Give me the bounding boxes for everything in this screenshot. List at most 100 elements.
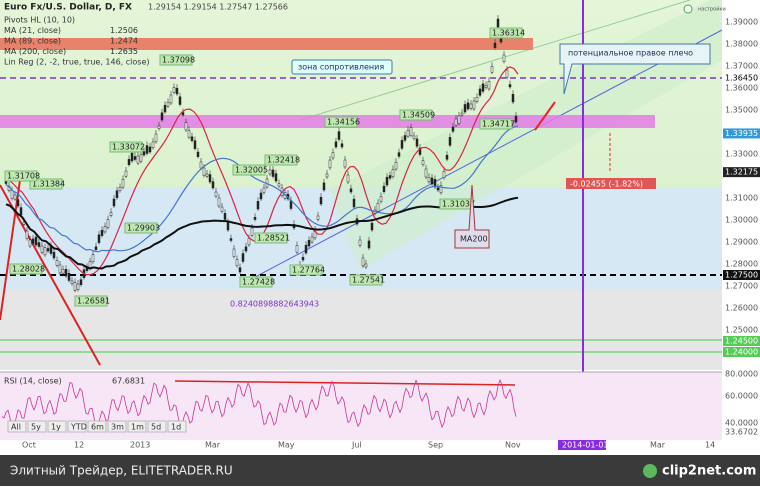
candle [178,96,182,105]
range-label[interactable]: 6m [91,423,104,432]
price-marker [723,73,760,84]
candle [37,242,41,247]
candle [457,115,461,124]
candle [52,251,56,259]
price-label: 1.24000 [725,348,758,357]
candle [259,192,263,200]
candle [193,140,197,149]
callout-text: MA200 [460,235,488,244]
candle [196,151,200,157]
time-label: Jul [351,441,362,450]
logo[interactable]: clip2net.com [662,464,756,479]
range-label[interactable]: YTD [70,423,87,432]
pivot-box [109,141,143,153]
indicator-label: MA (89, close) [4,37,61,46]
time-label: May [278,441,295,450]
candle [487,81,491,90]
candle [31,238,35,244]
range-label[interactable]: 1d [171,423,181,432]
range-label[interactable]: 1y [51,423,61,432]
candle [385,176,389,186]
range-button[interactable] [167,420,187,433]
range-button[interactable] [27,420,47,433]
candle [400,140,404,149]
candle [505,69,509,78]
candle [433,179,437,188]
range-label[interactable]: 5y [31,423,41,432]
candle [364,263,368,268]
range-label[interactable]: 5d [151,423,161,432]
price-label: 1.32175 [725,168,758,177]
candle [208,174,212,183]
candle [454,118,458,126]
pivot-label: 1.27428 [242,278,275,287]
price-label: 1.33935 [725,129,758,138]
pivot-label: 1.27541 [352,276,385,285]
candle [442,171,446,178]
candle [130,152,134,162]
candle [415,138,419,147]
change-text: -0.02455 (-1.82%) [570,180,643,189]
candle [451,126,455,132]
range-button[interactable] [107,420,127,433]
rsi-value: 67.6831 [112,377,145,386]
candle [472,100,476,110]
rsi-axis-label: 60.0000 [725,392,758,401]
candle [91,254,95,263]
candle [133,156,137,160]
resistance-box [0,38,533,50]
trend-line [0,184,101,366]
candle [337,131,341,140]
range-button[interactable] [147,420,167,433]
candle [274,173,278,182]
pivot-label: 1.34156 [327,118,360,127]
settings-icon[interactable] [683,4,693,14]
candle [175,87,179,95]
candle [508,84,512,88]
candle [79,279,83,285]
candle [247,238,251,246]
settings[interactable]: настройки [698,6,726,13]
candle [229,238,233,241]
change-box [566,178,656,189]
candle [511,94,515,103]
time-label: 14 [705,441,715,450]
range-label[interactable]: 3m [111,423,124,432]
symbol: Euro Fx/U.S. Dollar, D, FX [4,3,132,13]
candle [109,212,113,216]
candle [46,248,50,252]
candle [334,141,338,148]
candle [97,234,101,243]
channel [330,0,722,270]
candle [181,112,185,116]
range-button[interactable] [7,420,27,433]
indicator-value: 1.2474 [110,37,138,46]
range-button[interactable] [67,420,87,433]
range-button[interactable] [127,420,147,433]
candle [376,203,380,212]
price-label: 1.25000 [725,326,758,335]
date-marker [558,440,606,450]
range-button[interactable] [47,420,67,433]
range-button[interactable] [87,420,107,433]
candle [349,188,353,193]
trend-line [0,179,21,321]
candle [409,127,413,136]
candle [325,173,329,178]
candle [253,217,257,220]
price-marker [723,167,760,178]
range-label[interactable]: All [11,423,21,432]
pivot-label: 1.27764 [292,266,325,275]
price-marker [723,270,760,280]
price-label: 1.28000 [725,260,758,269]
candle [418,147,422,155]
pivot-box [29,178,63,190]
candle [76,283,80,290]
range-label[interactable]: 1m [131,423,144,432]
price-marker [723,128,760,139]
price-label: 1.39000 [725,18,758,27]
candle [94,246,98,250]
pivot-box [289,264,323,276]
price-label: 1.24500 [725,337,758,346]
candle [235,259,239,266]
